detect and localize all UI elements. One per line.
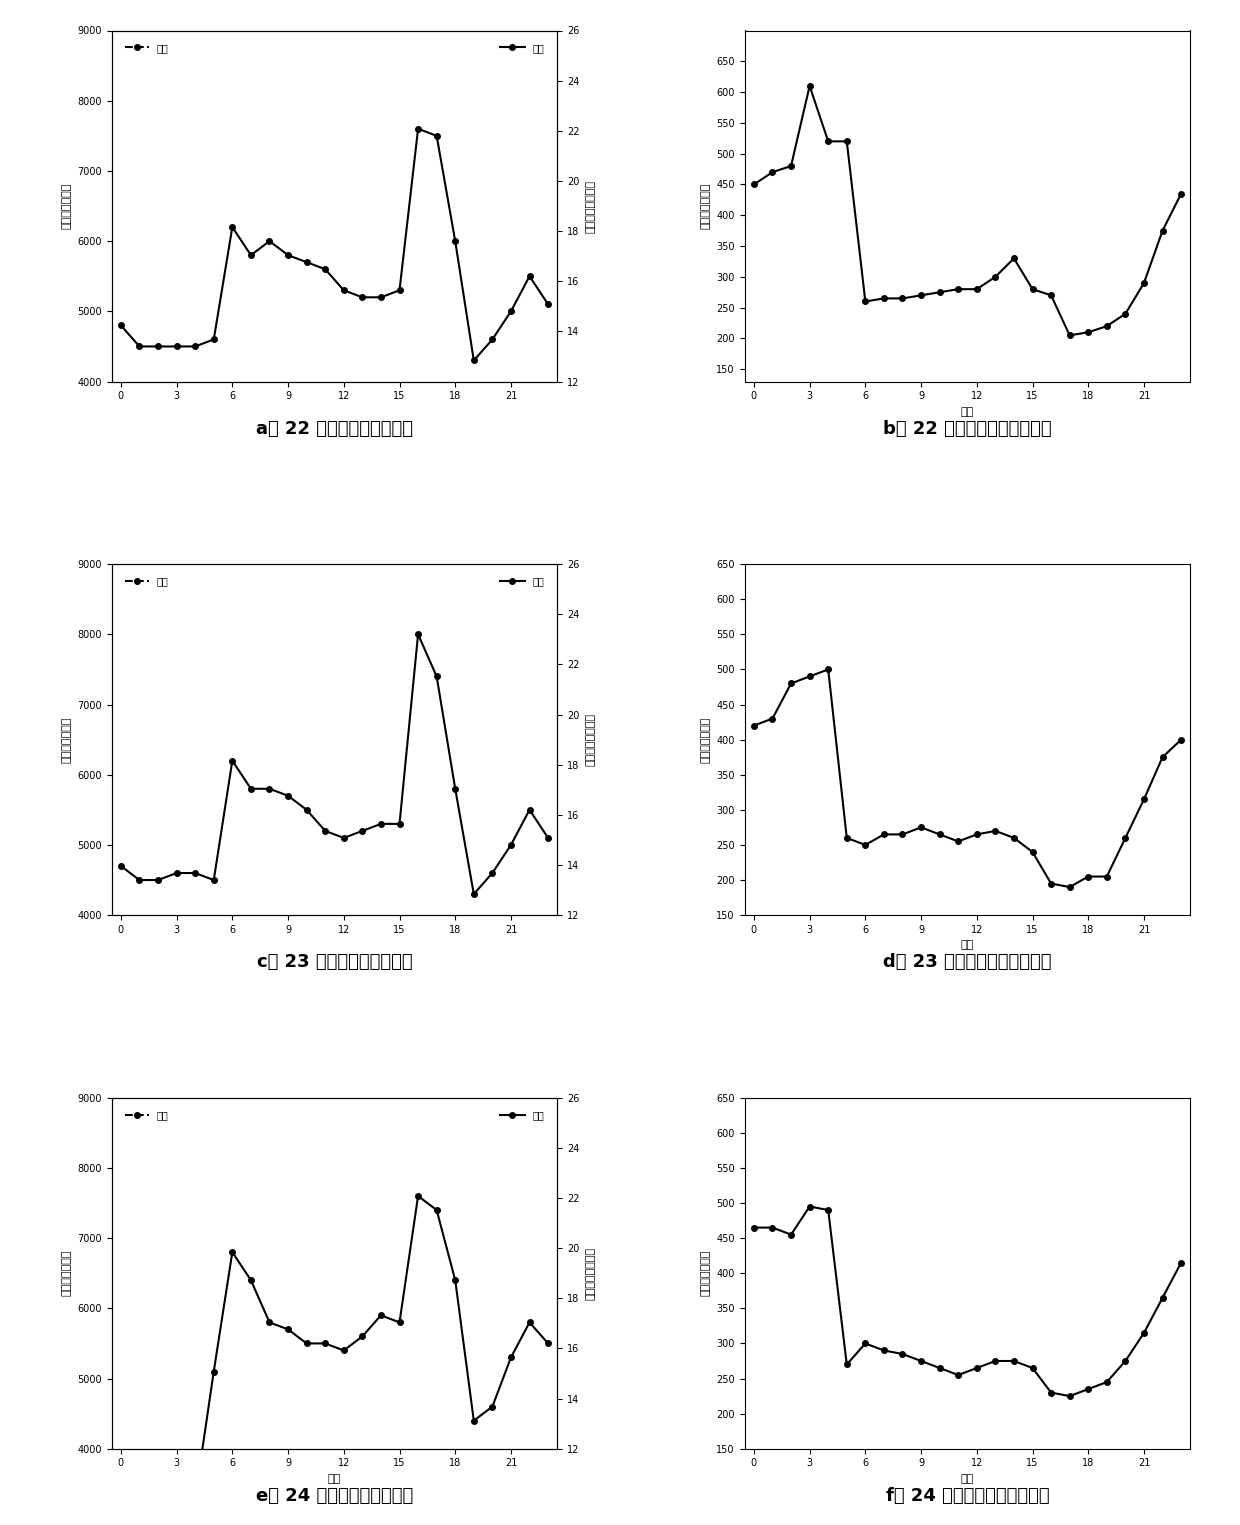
X-axis label: 小时: 小时 (961, 941, 975, 950)
距离 (485, 863, 500, 881)
距离 (429, 668, 444, 686)
距离 (206, 331, 221, 349)
距离 (429, 127, 444, 145)
距离 (243, 246, 258, 264)
距离 (410, 1186, 425, 1205)
Line: 距离: 距离 (118, 127, 551, 363)
距离 (131, 1496, 146, 1514)
距离 (187, 863, 202, 881)
距离 (466, 884, 481, 903)
距离 (262, 1313, 277, 1331)
距离 (373, 814, 388, 833)
距离 (466, 1412, 481, 1430)
Y-axis label: 行驶时间（分钟）: 行驶时间（分钟） (585, 180, 595, 232)
距离 (131, 337, 146, 355)
距离 (485, 331, 500, 349)
X-axis label: 小时: 小时 (961, 1475, 975, 1484)
距离 (392, 814, 407, 833)
距离 (262, 232, 277, 250)
距离 (355, 288, 370, 307)
Text: c） 23 日时间及距离分布图: c） 23 日时间及距离分布图 (257, 953, 413, 971)
距离 (280, 246, 295, 264)
距离 (187, 337, 202, 355)
距离 (113, 316, 128, 334)
距离 (317, 1334, 332, 1353)
距离 (299, 1334, 314, 1353)
X-axis label: 小时: 小时 (961, 407, 975, 416)
Y-axis label: 出行距离（米）: 出行距离（米） (62, 1250, 72, 1296)
距离 (373, 288, 388, 307)
距离 (299, 801, 314, 819)
Y-axis label: 行驶时间（分钟）: 行驶时间（分钟） (585, 1247, 595, 1299)
距离 (187, 1488, 202, 1507)
Line: 距离: 距离 (118, 631, 551, 897)
距离 (169, 863, 184, 881)
Text: a） 22 日时间及距离分布图: a） 22 日时间及距离分布图 (255, 419, 413, 438)
Legend: 距离: 距离 (496, 572, 548, 590)
距离 (243, 1272, 258, 1290)
距离 (224, 218, 239, 236)
距离 (541, 828, 556, 846)
距离 (503, 836, 518, 854)
距离 (429, 1200, 444, 1218)
距离 (392, 1313, 407, 1331)
距离 (541, 1334, 556, 1353)
距离 (317, 822, 332, 840)
距离 (262, 779, 277, 798)
距离 (243, 779, 258, 798)
Y-axis label: 行驶距离／分钟: 行驶距离／分钟 (701, 717, 711, 762)
Text: f） 24 日单位时间行驶距离图: f） 24 日单位时间行驶距离图 (885, 1487, 1049, 1505)
距离 (522, 267, 537, 285)
距离 (299, 253, 314, 271)
距离 (336, 281, 351, 299)
Legend: 距离: 距离 (496, 38, 548, 56)
Text: e） 24 日时间及距离分布图: e） 24 日时间及距离分布图 (255, 1487, 413, 1505)
距离 (410, 625, 425, 644)
距离 (355, 822, 370, 840)
距离 (113, 1461, 128, 1479)
Y-axis label: 行驶时间（分钟）: 行驶时间（分钟） (585, 714, 595, 766)
距离 (113, 857, 128, 875)
距离 (169, 337, 184, 355)
距离 (541, 296, 556, 314)
距离 (466, 351, 481, 369)
Y-axis label: 行驶距离／分钟: 行驶距离／分钟 (701, 1250, 711, 1296)
距离 (448, 232, 463, 250)
距离 (280, 1321, 295, 1339)
Text: b） 22 日单位时间行驶距离图: b） 22 日单位时间行驶距离图 (883, 419, 1052, 438)
Text: d） 23 日单位时间行驶距离图: d） 23 日单位时间行驶距离图 (883, 953, 1052, 971)
Legend: 距离: 距离 (496, 1106, 548, 1124)
距离 (355, 1327, 370, 1345)
距离 (150, 1502, 165, 1520)
Y-axis label: 行驶距离／分钟: 行驶距离／分钟 (701, 183, 711, 229)
距离 (336, 828, 351, 846)
距离 (485, 1397, 500, 1415)
距离 (522, 801, 537, 819)
距离 (503, 1348, 518, 1366)
距离 (206, 871, 221, 889)
距离 (131, 871, 146, 889)
距离 (317, 261, 332, 279)
Y-axis label: 出行距离（米）: 出行距离（米） (62, 717, 72, 762)
距离 (373, 1307, 388, 1325)
Line: 距离: 距离 (118, 1193, 551, 1522)
距离 (169, 1510, 184, 1525)
距离 (503, 302, 518, 320)
距离 (150, 871, 165, 889)
距离 (410, 119, 425, 137)
距离 (206, 1362, 221, 1380)
距离 (224, 1243, 239, 1261)
X-axis label: 小时: 小时 (327, 1475, 341, 1484)
距离 (522, 1313, 537, 1331)
距离 (336, 1342, 351, 1360)
距离 (392, 281, 407, 299)
Y-axis label: 出行距离（米）: 出行距离（米） (62, 183, 72, 229)
距离 (150, 337, 165, 355)
距离 (448, 779, 463, 798)
距离 (448, 1272, 463, 1290)
距离 (224, 752, 239, 770)
距离 (280, 787, 295, 805)
